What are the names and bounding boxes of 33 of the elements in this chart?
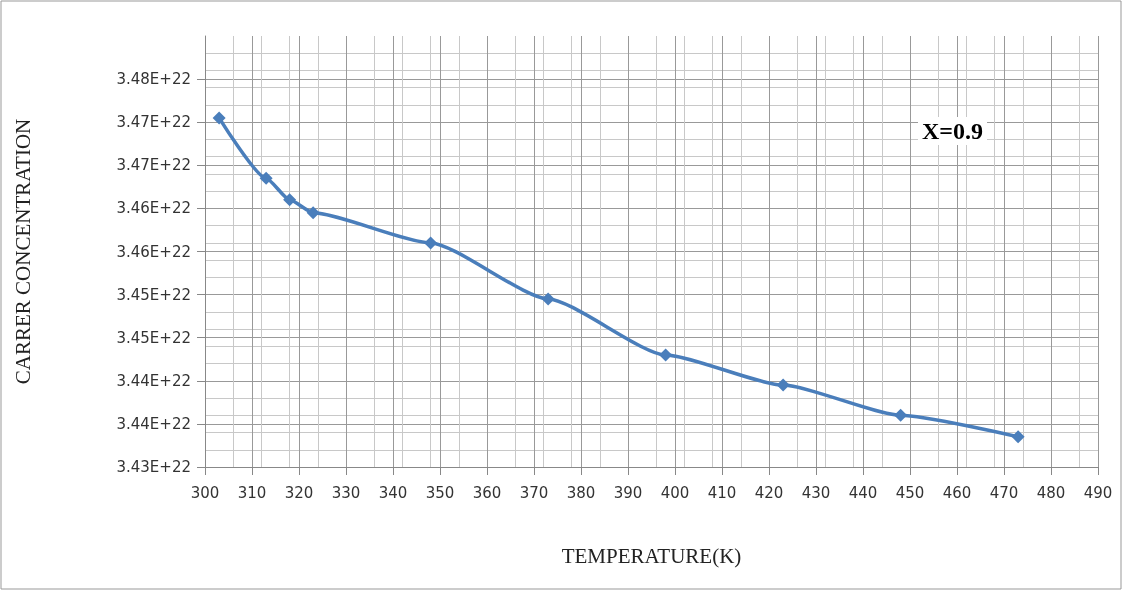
y-tick-label: 3.48E+22 — [116, 70, 191, 89]
y-tick-label: 3.46E+22 — [116, 242, 191, 261]
y-tick-label: 3.47E+22 — [116, 113, 191, 132]
x-tick-label: 320 — [284, 483, 314, 502]
y-tick-label: 3.45E+22 — [116, 285, 191, 304]
x-axis-title: TEMPERATURE(K) — [561, 543, 742, 568]
x-tick-label: 440 — [848, 483, 878, 502]
y-tick-label: 3.46E+22 — [116, 199, 191, 218]
x-tick-label: 310 — [237, 483, 267, 502]
y-tick-label: 3.44E+22 — [116, 371, 191, 390]
x-tick-label: 300 — [190, 483, 220, 502]
x-tick-label: 390 — [613, 483, 643, 502]
y-axis-title: CARRER CONCENTRATION — [10, 118, 35, 385]
y-tick-label: 3.43E+22 — [116, 458, 191, 476]
annotation: X=0.9 — [921, 118, 984, 144]
x-tick-label: 470 — [989, 483, 1019, 502]
x-tick-label: 360 — [472, 483, 502, 502]
y-tick-label: 3.44E+22 — [116, 414, 191, 433]
x-tick-label: 410 — [707, 483, 737, 502]
x-tick-label: 450 — [895, 483, 925, 502]
y-tick-label: 3.45E+22 — [116, 328, 191, 347]
x-tick-label: 380 — [566, 483, 596, 502]
x-tick-label: 490 — [1083, 483, 1113, 502]
x-tick-label: 350 — [425, 483, 455, 502]
x-tick-label: 430 — [801, 483, 831, 502]
x-tick-label: 420 — [754, 483, 784, 502]
x-tick-label: 340 — [378, 483, 408, 502]
x-tick-label: 460 — [942, 483, 972, 502]
x-tick-label: 400 — [660, 483, 690, 502]
x-tick-label: 370 — [519, 483, 549, 502]
x-tick-label: 330 — [331, 483, 361, 502]
y-tick-label: 3.47E+22 — [116, 156, 191, 175]
x-tick-label: 480 — [1036, 483, 1066, 502]
